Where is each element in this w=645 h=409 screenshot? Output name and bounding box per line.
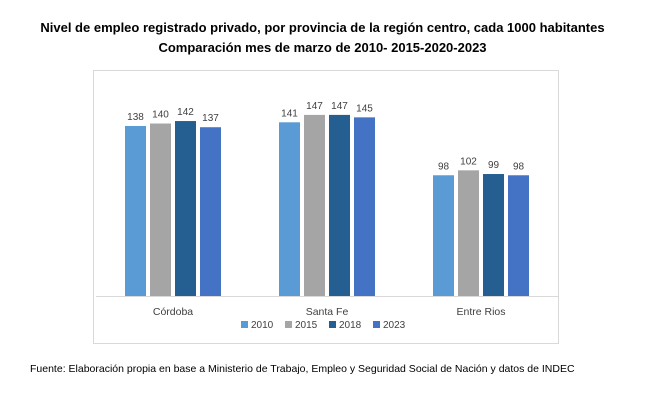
data-label: 145 bbox=[356, 103, 373, 114]
legend-swatch-2023 bbox=[373, 321, 380, 328]
category-label: Santa Fe bbox=[306, 306, 349, 318]
bar-entre-rios-2015 bbox=[458, 170, 479, 296]
data-label: 140 bbox=[152, 110, 169, 121]
title-line-1: Nivel de empleo registrado privado, por … bbox=[40, 20, 605, 35]
data-label: 102 bbox=[460, 156, 477, 167]
bar-entre-rios-2010 bbox=[433, 175, 454, 296]
legend-label: 2010 bbox=[251, 320, 274, 331]
source-note: Fuente: Elaboración propia en base a Min… bbox=[30, 363, 575, 375]
legend-swatch-2015 bbox=[285, 321, 292, 328]
legend-swatch-2010 bbox=[241, 321, 248, 328]
title-line-2: Comparación mes de marzo de 2010- 2015-2… bbox=[158, 40, 487, 55]
bar-córdoba-2018 bbox=[175, 121, 196, 296]
category-label: Córdoba bbox=[153, 306, 193, 318]
data-label: 147 bbox=[331, 101, 348, 112]
legend-label: 2015 bbox=[295, 320, 318, 331]
chart-area: 138 140 142 137 Córdoba 141 147 147 145 Santa Fe 9… bbox=[93, 70, 559, 344]
data-label: 99 bbox=[488, 160, 500, 171]
data-label: 142 bbox=[177, 107, 194, 118]
bar-santa-fe-2023 bbox=[354, 117, 375, 296]
bar-santa-fe-2010 bbox=[279, 122, 300, 296]
bar-entre-rios-2018 bbox=[483, 174, 504, 296]
data-label: 98 bbox=[513, 161, 525, 172]
data-label: 98 bbox=[438, 161, 450, 172]
legend-label: 2018 bbox=[339, 320, 362, 331]
bar-córdoba-2015 bbox=[150, 123, 171, 296]
data-label: 147 bbox=[306, 101, 323, 112]
bar-santa-fe-2018 bbox=[329, 114, 350, 296]
bar-santa-fe-2015 bbox=[304, 114, 325, 296]
data-label: 137 bbox=[202, 113, 219, 124]
bar-entre-rios-2023 bbox=[508, 175, 529, 296]
data-label: 138 bbox=[127, 112, 144, 123]
bar-chart: 138 140 142 137 Córdoba 141 147 147 145 Santa Fe 9… bbox=[96, 101, 558, 331]
data-label: 141 bbox=[281, 108, 298, 119]
bar-córdoba-2010 bbox=[125, 125, 146, 296]
chart-title: Nivel de empleo registrado privado, por … bbox=[0, 18, 645, 58]
category-label: Entre Rios bbox=[456, 306, 505, 318]
bar-córdoba-2023 bbox=[200, 127, 221, 296]
legend-label: 2023 bbox=[383, 320, 406, 331]
legend-swatch-2018 bbox=[329, 321, 336, 328]
